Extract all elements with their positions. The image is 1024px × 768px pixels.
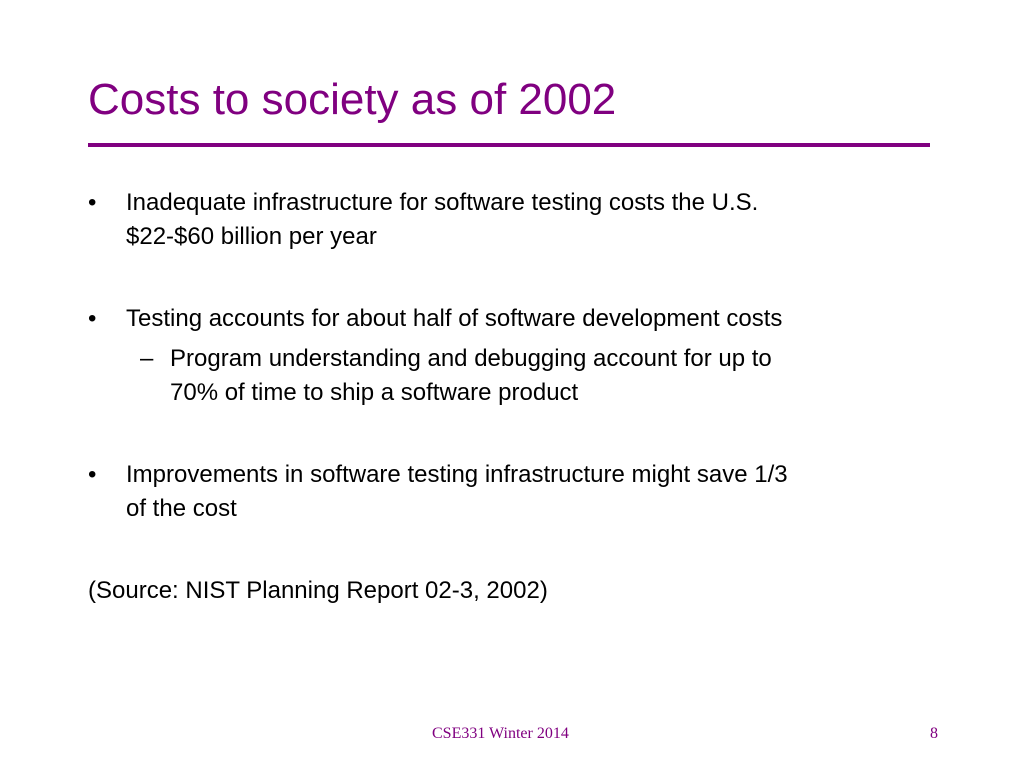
- sub-bullet-text-line: Program understanding and debugging acco…: [170, 345, 772, 372]
- title-divider: [88, 143, 930, 147]
- slide-title: Costs to society as of 2002: [88, 75, 617, 124]
- bullet-item: • Improvements in software testing infra…: [88, 458, 948, 526]
- bullet-marker: •: [88, 305, 97, 332]
- slide-body: • Inadequate infrastructure for software…: [88, 186, 948, 608]
- footer-course-label: CSE331 Winter 2014: [432, 725, 569, 742]
- bullet-item: • Testing accounts for about half of sof…: [88, 302, 948, 336]
- footer-page-number: 8: [930, 725, 938, 742]
- bullet-text-line: of the cost: [126, 495, 237, 522]
- bullet-text-line: $22-$60 billion per year: [126, 223, 377, 250]
- bullet-text-line: Improvements in software testing infrast…: [126, 461, 788, 488]
- sub-bullet-text-line: 70% of time to ship a software product: [170, 379, 579, 406]
- bullet-marker: •: [88, 461, 97, 488]
- bullet-text-line: Inadequate infrastructure for software t…: [126, 189, 759, 216]
- sub-bullet-marker: –: [140, 345, 154, 372]
- source-citation: (Source: NIST Planning Report 02-3, 2002…: [88, 577, 548, 604]
- bullet-text-line: Testing accounts for about half of softw…: [126, 305, 783, 332]
- bullet-marker: •: [88, 189, 97, 216]
- bullet-item: • Inadequate infrastructure for software…: [88, 186, 948, 254]
- sub-bullet-item: – Program understanding and debugging ac…: [88, 342, 948, 410]
